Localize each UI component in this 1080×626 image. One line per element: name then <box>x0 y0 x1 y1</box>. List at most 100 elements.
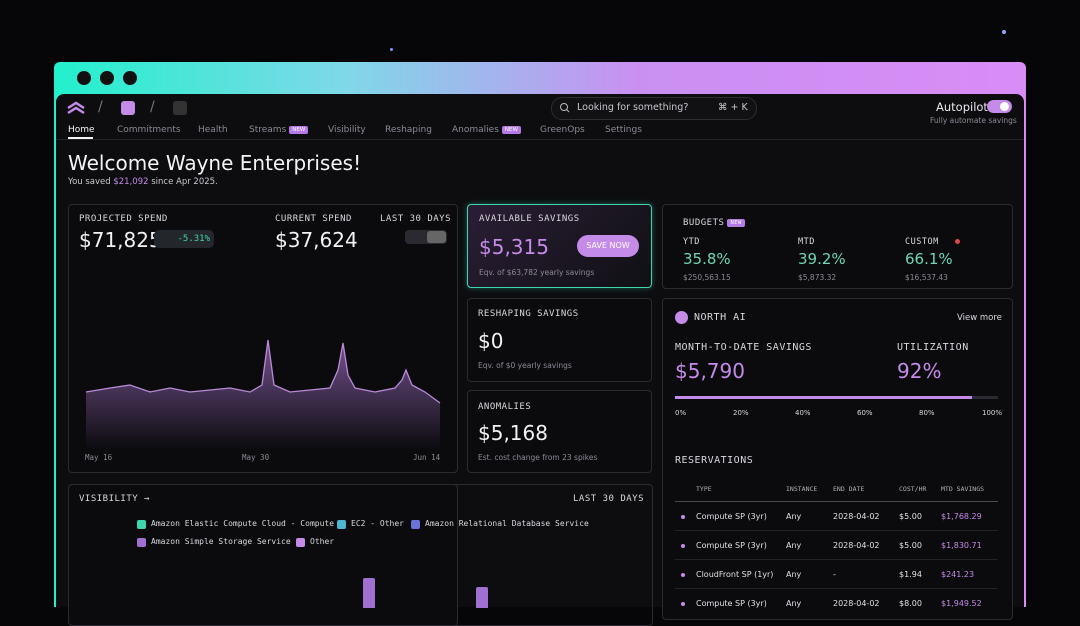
nav-tab[interactable]: Streams NEW <box>249 125 309 135</box>
table-cell: $1,830.71 <box>941 541 982 550</box>
nav-tab[interactable]: Visibility <box>328 125 366 135</box>
area-line <box>85 339 441 404</box>
legend-label: Amazon Elastic Compute Cloud - Compute <box>151 519 335 528</box>
table-cell: Any <box>786 512 802 521</box>
budget-amount: $5,873.32 <box>798 273 837 282</box>
chart-toggle[interactable] <box>405 230 447 244</box>
visibility-title[interactable]: VISIBILITY → <box>79 494 151 504</box>
x-label: May 16 <box>85 453 113 462</box>
table-cell: $241.23 <box>941 570 975 579</box>
mtd-label: MONTH-TO-DATE SAVINGS <box>675 342 812 353</box>
label: AVAILABLE SAVINGS <box>479 214 580 224</box>
logo[interactable] <box>66 100 86 116</box>
alert-dot <box>955 239 960 244</box>
util-label: UTILIZATION <box>897 342 969 353</box>
bar <box>363 578 375 608</box>
row-line <box>675 530 998 531</box>
budgets-card <box>662 204 1013 289</box>
legend-label: Amazon Relational Database Service <box>425 519 589 528</box>
value: $0 <box>478 329 504 353</box>
nav-tab[interactable]: Home <box>68 125 95 135</box>
anomalies-card <box>467 390 652 473</box>
column-header: TYPE <box>696 485 712 493</box>
autopilot-toggle[interactable] <box>987 100 1012 113</box>
progress-tick: 20% <box>733 409 749 417</box>
window-dot[interactable] <box>100 71 114 85</box>
nav-tab[interactable]: Health <box>198 125 228 135</box>
table-cell: Compute SP (3yr) <box>696 541 767 550</box>
x-label: Jun 14 <box>413 453 441 462</box>
nav-tab[interactable]: Commitments <box>117 125 181 135</box>
legend-swatch <box>337 520 346 529</box>
account-icon[interactable] <box>173 101 187 115</box>
column-header: INSTANCE <box>786 485 818 493</box>
value: $5,168 <box>478 421 548 445</box>
table-cell: Compute SP (3yr) <box>696 599 767 608</box>
org-icon[interactable] <box>121 101 135 115</box>
spend-area-chart <box>85 339 441 450</box>
search-box[interactable] <box>551 97 757 120</box>
note: Eqv. of $0 yearly savings <box>478 361 572 370</box>
north-ai-title: NORTH AI <box>694 312 747 323</box>
budget-value: 35.8% <box>683 250 731 268</box>
table-cell: - <box>833 570 836 579</box>
change-pill: -5.31% <box>154 230 214 248</box>
search-placeholder: Looking for something? <box>577 102 689 113</box>
badge: NEW <box>289 125 309 134</box>
visibility-card-border <box>68 484 653 626</box>
page: / / Looking for something? ⌘ + K Autopil… <box>54 30 1026 626</box>
search-shortcut: ⌘ + K <box>718 102 748 113</box>
nav-tab[interactable]: Settings <box>605 125 642 135</box>
view-more-link[interactable]: View more <box>957 313 1002 323</box>
north-ai-icon <box>675 311 688 324</box>
value: $5,315 <box>479 235 549 259</box>
table-cell: Compute SP (3yr) <box>696 512 767 521</box>
nav-tab[interactable]: Reshaping <box>385 125 432 135</box>
current-value: $37,624 <box>275 228 358 252</box>
range-dropdown[interactable]: LAST 30 DAYS <box>380 214 452 224</box>
search-icon <box>560 103 570 113</box>
legend-swatch <box>137 520 146 529</box>
row-dot <box>681 573 685 577</box>
column-header: MTD SAVINGS <box>941 485 985 493</box>
bar <box>476 587 488 608</box>
screen: / / Looking for something? ⌘ + K Autopil… <box>54 30 1026 626</box>
progress-track <box>675 396 998 399</box>
table-cell: $1,768.29 <box>941 512 982 521</box>
note: Est. cost change from 23 spikes <box>478 453 598 462</box>
row-dot <box>681 515 685 519</box>
badge: NEW <box>501 125 521 134</box>
table-cell: $8.00 <box>899 599 922 608</box>
row-dot <box>681 602 685 606</box>
budget-label: CUSTOM <box>905 237 939 247</box>
visibility-card <box>68 484 458 626</box>
autopilot-label: Autopilot <box>936 100 988 114</box>
reshaping-card <box>467 298 652 382</box>
util-value: 92% <box>897 359 942 383</box>
projected-value: $71,825 <box>79 228 162 252</box>
budget-value: 66.1% <box>905 250 953 268</box>
table-cell: CloudFront SP (1yr) <box>696 570 774 579</box>
progress-tick: 60% <box>857 409 873 417</box>
reservations-title: RESERVATIONS <box>675 455 754 466</box>
badge: NEW <box>727 218 745 227</box>
label: RESHAPING SAVINGS <box>478 309 579 319</box>
star <box>390 48 393 51</box>
legend-label: Other <box>310 537 335 546</box>
saved-amount: $21,092 <box>113 177 149 187</box>
save-now-button[interactable]: SAVE NOW <box>577 235 639 257</box>
visibility-range[interactable]: LAST 30 DAYS <box>573 494 645 504</box>
note: Eqv. of $63,782 yearly savings <box>479 268 595 277</box>
welcome-subtitle: You saved $21,092 since Apr 2025. <box>68 177 218 187</box>
budget-amount: $250,563.15 <box>683 273 731 282</box>
nav-tab[interactable]: GreenOps <box>540 125 585 135</box>
progress-tick: 40% <box>795 409 811 417</box>
nav-tab[interactable]: Anomalies NEW <box>452 125 521 135</box>
text: since Apr 2025. <box>151 177 218 187</box>
window-dot[interactable] <box>123 71 137 85</box>
table-cell: 2028-04-02 <box>833 541 880 550</box>
current-label: CURRENT SPEND <box>275 214 352 224</box>
table-cell: $1.94 <box>899 570 922 579</box>
window-dot[interactable] <box>77 71 91 85</box>
text: BUDGETS <box>683 218 725 228</box>
